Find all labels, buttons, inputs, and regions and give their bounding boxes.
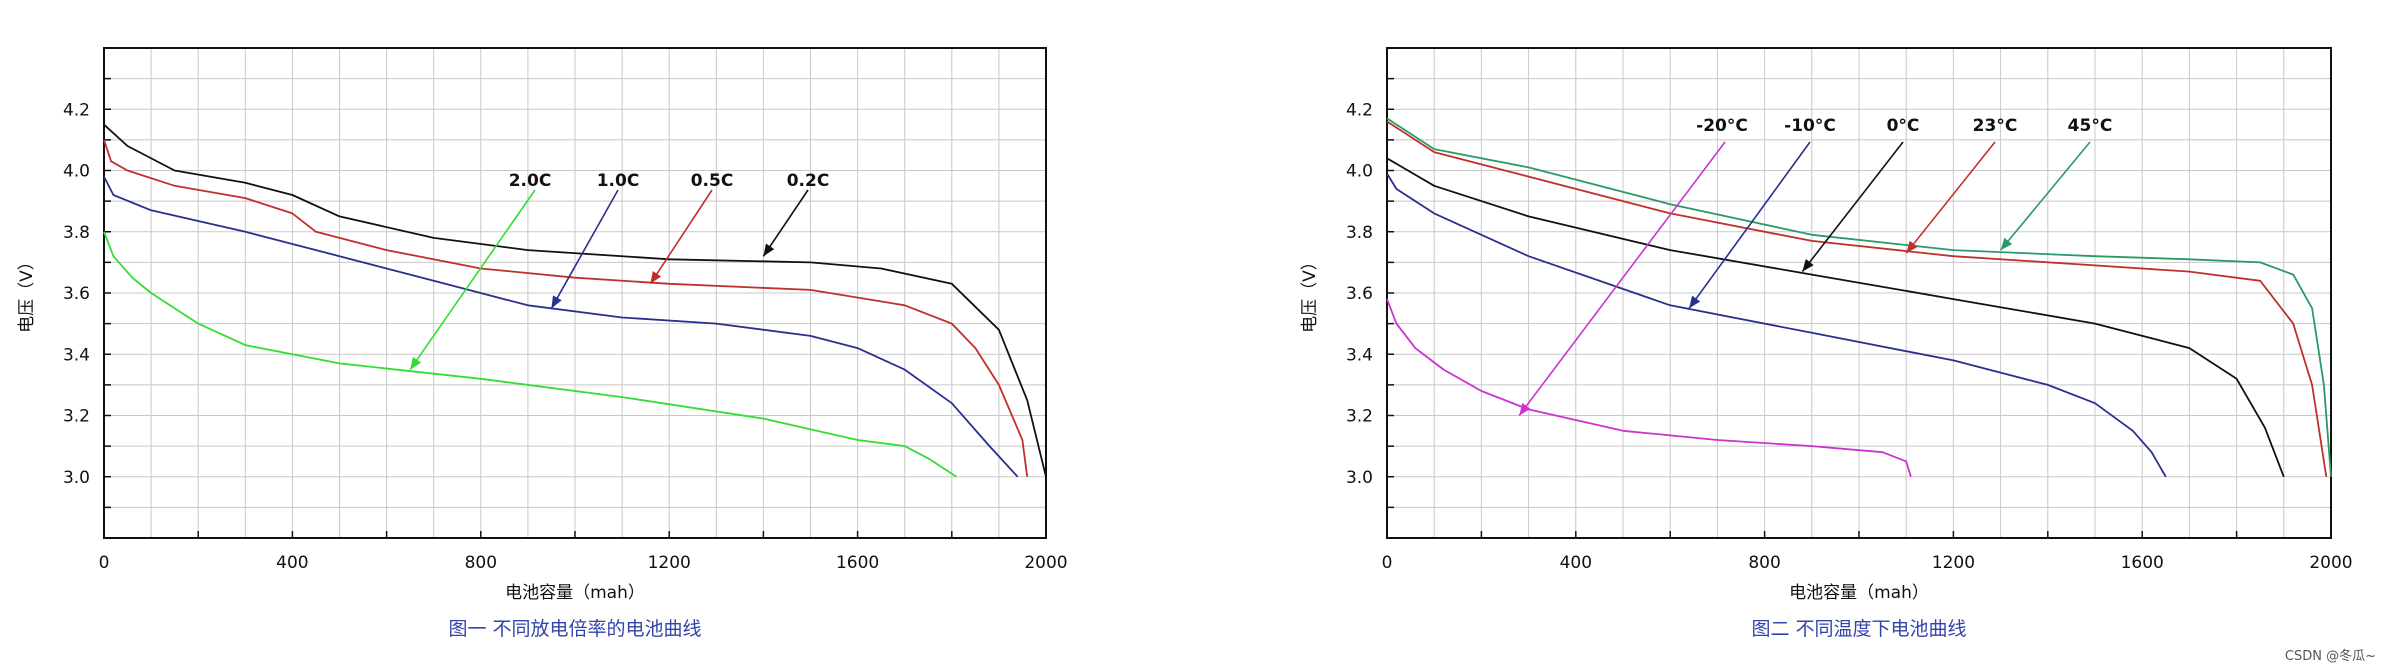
series-line-23°C xyxy=(1386,120,2328,477)
x-tick-label: 400 xyxy=(1560,553,1592,573)
y-tick-label: 4.2 xyxy=(1346,100,1373,120)
annotation-arrow-2.0C xyxy=(409,189,536,371)
annotation-arrow--20°C xyxy=(1518,141,1726,416)
y-tick-label: 3.4 xyxy=(1346,345,1373,365)
y-tick-label: 3.2 xyxy=(63,407,90,427)
y-tick-label: 3.8 xyxy=(63,223,90,243)
watermark-text: CSDN @冬瓜~ xyxy=(2285,648,2376,664)
x-tick-label: 1200 xyxy=(648,553,691,573)
y-axis-label: 电压（V） xyxy=(1300,253,1320,333)
series-label-23°C: 23°C xyxy=(1973,116,2018,136)
annotation-arrowhead--10°C xyxy=(1689,295,1701,309)
annotation-arrowhead-2.0C xyxy=(410,356,422,370)
series-line--10°C xyxy=(1386,173,2167,478)
series-label-0.5C: 0.5C xyxy=(691,171,734,191)
y-axis-label: 电压（V） xyxy=(17,253,37,333)
annotation-arrow-0.2C xyxy=(762,189,809,257)
y-tick-label: 3.8 xyxy=(1346,223,1373,243)
y-tick-label: 4.0 xyxy=(1346,162,1373,182)
annotation-arrow-0.5C xyxy=(649,189,713,285)
series-line-0.5C xyxy=(103,139,1029,477)
series-line-45°C xyxy=(1386,117,2332,477)
annotation-arrow--10°C xyxy=(1688,141,1811,309)
x-axis-label: 电池容量（mah） xyxy=(1789,583,1929,603)
series-line-2.0C xyxy=(103,231,957,478)
series-label-0.2C: 0.2C xyxy=(787,171,830,191)
annotation-arrowhead-1.0C xyxy=(551,295,562,309)
x-tick-label: 0 xyxy=(1382,553,1393,573)
annotation-arrowhead-0°C xyxy=(1802,259,1814,272)
series-line-0°C xyxy=(1386,157,2285,478)
annotation-arrowhead--20°C xyxy=(1519,402,1531,416)
y-tick-label: 4.0 xyxy=(63,162,90,182)
annotation-arrow-1.0C xyxy=(550,189,619,309)
y-tick-label: 4.2 xyxy=(63,100,90,120)
x-tick-label: 400 xyxy=(276,553,308,573)
series-label--20°C: -20°C xyxy=(1696,116,1748,136)
x-tick-label: 800 xyxy=(465,553,497,573)
chart-panel-1: 0 400 800 1200 1600 2000 3.0 3.2 3.4 3.6 3.8 4.0 4.2… xyxy=(17,47,1068,640)
chart-caption: 图二 不同温度下电池曲线 xyxy=(1751,618,1966,640)
y-tick-label: 3.6 xyxy=(63,284,90,304)
y-tick-label: 3.2 xyxy=(1346,407,1373,427)
series-line-0.2C xyxy=(103,123,1047,478)
series-label-0°C: 0°C xyxy=(1887,116,1920,136)
x-tick-label: 1600 xyxy=(836,553,879,573)
y-tick-label: 3.0 xyxy=(63,468,90,488)
series-label-1.0C: 1.0C xyxy=(597,171,640,191)
x-tick-label: 2000 xyxy=(1024,553,1067,573)
chart-caption: 图一 不同放电倍率的电池曲线 xyxy=(448,618,701,640)
annotation-arrow-23°C xyxy=(1905,141,1996,254)
x-tick-label: 1600 xyxy=(2121,553,2164,573)
series-line--20°C xyxy=(1386,298,1912,478)
series-label-45°C: 45°C xyxy=(2068,116,2113,136)
x-tick-label: 0 xyxy=(99,553,110,573)
annotation-arrow-0°C xyxy=(1801,141,1904,273)
x-tick-label: 800 xyxy=(1748,553,1780,573)
y-tick-label: 3.4 xyxy=(63,345,90,365)
annotation-arrowhead-23°C xyxy=(1906,240,1918,254)
annotation-arrowhead-45°C xyxy=(2000,237,2013,251)
annotation-arrow-45°C xyxy=(1999,141,2091,251)
x-tick-label: 2000 xyxy=(2309,553,2352,573)
annotation-arrowhead-0.2C xyxy=(763,243,775,257)
series-line-1.0C xyxy=(103,176,1019,478)
annotation-arrowhead-0.5C xyxy=(650,271,662,284)
series-label--10°C: -10°C xyxy=(1784,116,1836,136)
y-tick-label: 3.0 xyxy=(1346,468,1373,488)
x-tick-label: 1200 xyxy=(1932,553,1975,573)
x-axis-label: 电池容量（mah） xyxy=(505,583,645,603)
chart-panel-2: 0 400 800 1200 1600 2000 3.0 3.2 3.4 3.6 3.8 4.0 4.2… xyxy=(1300,47,2353,640)
series-label-2.0C: 2.0C xyxy=(509,171,552,191)
y-tick-label: 3.6 xyxy=(1346,284,1373,304)
